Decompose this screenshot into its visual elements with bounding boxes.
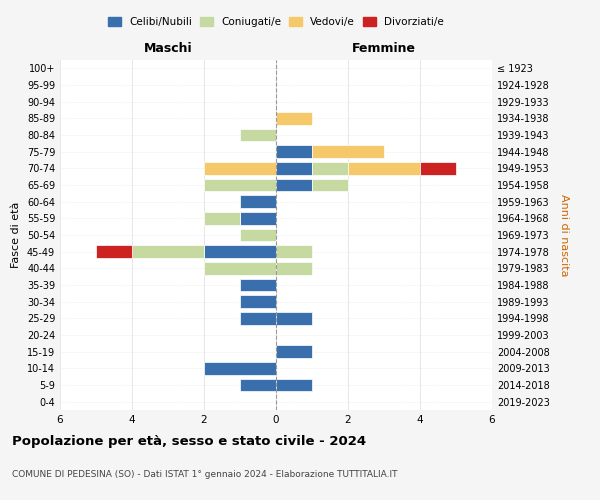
Bar	[276, 162, 312, 174]
Legend: Celibi/Nubili, Coniugati/e, Vedovi/e, Divorziati/e: Celibi/Nubili, Coniugati/e, Vedovi/e, Di…	[108, 16, 444, 27]
Y-axis label: Fasce di età: Fasce di età	[11, 202, 21, 268]
Text: COMUNE DI PEDESINA (SO) - Dati ISTAT 1° gennaio 2024 - Elaborazione TUTTITALIA.I: COMUNE DI PEDESINA (SO) - Dati ISTAT 1° …	[12, 470, 398, 479]
Bar	[204, 246, 276, 258]
Bar	[276, 146, 312, 158]
Bar	[276, 346, 312, 358]
Text: Popolazione per età, sesso e stato civile - 2024: Popolazione per età, sesso e stato civil…	[12, 435, 366, 448]
Bar	[240, 229, 276, 241]
Text: Maschi: Maschi	[143, 42, 193, 55]
Bar	[276, 379, 312, 391]
Bar	[276, 112, 312, 124]
Bar	[240, 196, 276, 208]
Bar	[240, 312, 276, 324]
Bar	[204, 212, 240, 224]
Bar	[276, 312, 312, 324]
Bar	[240, 279, 276, 291]
Bar	[240, 212, 276, 224]
Bar	[420, 162, 456, 174]
Bar	[204, 362, 276, 374]
Bar	[276, 262, 312, 274]
Bar	[276, 246, 312, 258]
Y-axis label: Anni di nascita: Anni di nascita	[559, 194, 569, 276]
Bar	[132, 246, 204, 258]
Bar	[204, 262, 276, 274]
Bar	[312, 146, 384, 158]
Text: Femmine: Femmine	[352, 42, 416, 55]
Bar	[96, 246, 132, 258]
Bar	[312, 179, 348, 192]
Bar	[276, 179, 312, 192]
Bar	[240, 379, 276, 391]
Bar	[204, 179, 276, 192]
Bar	[240, 129, 276, 141]
Bar	[240, 296, 276, 308]
Bar	[348, 162, 420, 174]
Bar	[204, 162, 276, 174]
Bar	[312, 162, 348, 174]
